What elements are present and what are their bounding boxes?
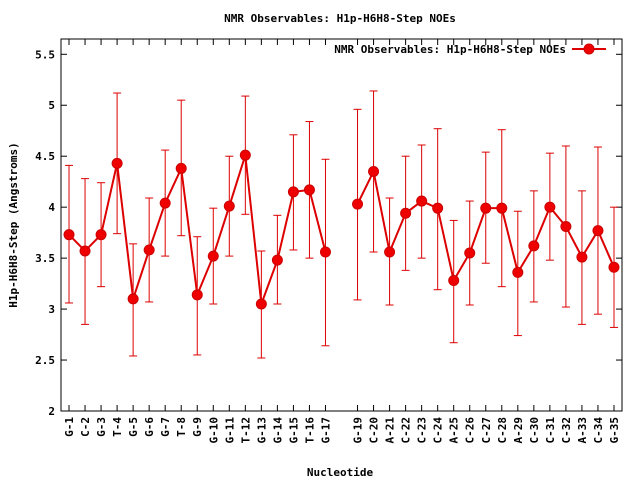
x-tick-label: C-23 — [416, 417, 429, 444]
series-points — [63, 149, 620, 310]
y-tick-label: 2 — [48, 405, 55, 418]
x-tick-label: C-27 — [480, 417, 493, 444]
x-tick-label: C-34 — [592, 417, 605, 444]
data-point — [127, 293, 139, 305]
legend: NMR Observables: H1p-H6H8-Step NOEs — [334, 43, 606, 56]
y-axis: 2 2.5 3 3.5 4 4.5 5 5.5 — [35, 48, 622, 418]
data-point — [223, 200, 235, 212]
x-tick-label: G-9 — [191, 417, 204, 437]
series-lines — [68, 154, 615, 305]
x-tick-label: G-6 — [143, 417, 156, 437]
x-tick-label: G-15 — [287, 417, 300, 444]
x-tick-label: G-3 — [95, 417, 108, 437]
x-tick-label: G-11 — [223, 417, 236, 444]
data-point — [448, 275, 460, 287]
x-tick-label: A-29 — [512, 417, 525, 444]
data-point — [239, 149, 251, 161]
x-tick-label: T-4 — [111, 417, 124, 437]
x-tick-label: G-19 — [352, 417, 365, 444]
x-tick-label: G-13 — [255, 417, 268, 444]
y-tick-label: 2.5 — [35, 354, 55, 367]
data-point — [368, 165, 380, 177]
data-point — [480, 202, 492, 214]
data-point — [560, 221, 572, 233]
data-point — [544, 201, 556, 213]
x-tick-label: C-24 — [432, 417, 445, 444]
data-point — [95, 229, 107, 241]
data-point — [303, 184, 315, 196]
data-point — [271, 254, 283, 266]
x-axis: G-1 C-2 G-3 T-4 G-5 G-6 G-7 T-8 G-9 G-10 G-11 T-12 G… — [63, 39, 621, 444]
y-tick-label: 5 — [48, 99, 55, 112]
legend-label: NMR Observables: H1p-H6H8-Step NOEs — [334, 43, 566, 56]
x-tick-label: A-21 — [384, 417, 397, 444]
data-point — [63, 229, 75, 241]
x-tick-label: C-30 — [528, 417, 541, 444]
data-point — [79, 245, 91, 257]
x-tick-label: G-35 — [608, 417, 621, 444]
data-point — [352, 198, 364, 210]
legend-marker — [583, 43, 595, 55]
y-tick-label: 4.5 — [35, 150, 55, 163]
data-point — [143, 244, 155, 256]
x-tick-label: A-25 — [448, 417, 461, 444]
x-tick-label: A-33 — [576, 417, 589, 444]
y-axis-label: H1p-H6H8-Step (Angstroms) — [7, 142, 20, 308]
data-point — [464, 247, 476, 259]
data-point — [592, 225, 604, 237]
data-point — [175, 162, 187, 174]
data-point — [432, 202, 444, 214]
plot-frame — [60, 38, 623, 412]
x-tick-label: C-31 — [544, 417, 557, 444]
data-point — [159, 197, 171, 209]
x-tick-label: T-8 — [175, 417, 188, 437]
x-tick-label: G-10 — [207, 417, 220, 444]
x-tick-label: C-32 — [560, 417, 573, 444]
data-point — [496, 202, 508, 214]
x-tick-label: C-2 — [79, 417, 92, 437]
data-point — [255, 298, 267, 310]
x-tick-label: C-20 — [368, 417, 381, 444]
data-point — [191, 289, 203, 301]
data-point — [111, 157, 123, 169]
y-tick-label: 4 — [48, 201, 55, 214]
x-tick-label: G-1 — [63, 417, 76, 437]
data-point — [416, 195, 428, 207]
x-tick-label: G-17 — [319, 417, 332, 444]
error-bars — [65, 90, 618, 359]
data-point — [287, 186, 299, 198]
x-tick-label: C-22 — [400, 417, 413, 444]
x-tick-label: G-7 — [159, 417, 172, 437]
x-tick-label: C-26 — [464, 417, 477, 444]
x-axis-label: Nucleotide — [307, 466, 374, 479]
x-tick-label: T-16 — [303, 417, 316, 444]
chart-title: NMR Observables: H1p-H6H8-Step NOEs — [224, 12, 456, 25]
data-point — [400, 207, 412, 219]
data-point — [319, 246, 331, 258]
y-tick-label: 3.5 — [35, 252, 55, 265]
data-point — [528, 240, 540, 252]
x-tick-label: G-5 — [127, 417, 140, 437]
data-point — [608, 261, 620, 273]
data-point — [384, 246, 396, 258]
x-tick-label: T-12 — [239, 417, 252, 444]
x-tick-label: C-28 — [496, 417, 509, 444]
y-tick-label: 5.5 — [35, 48, 55, 61]
data-point — [576, 251, 588, 263]
data-point — [207, 250, 219, 262]
y-tick-label: 3 — [48, 303, 55, 316]
x-tick-label: G-14 — [271, 417, 284, 444]
data-point — [512, 266, 524, 278]
